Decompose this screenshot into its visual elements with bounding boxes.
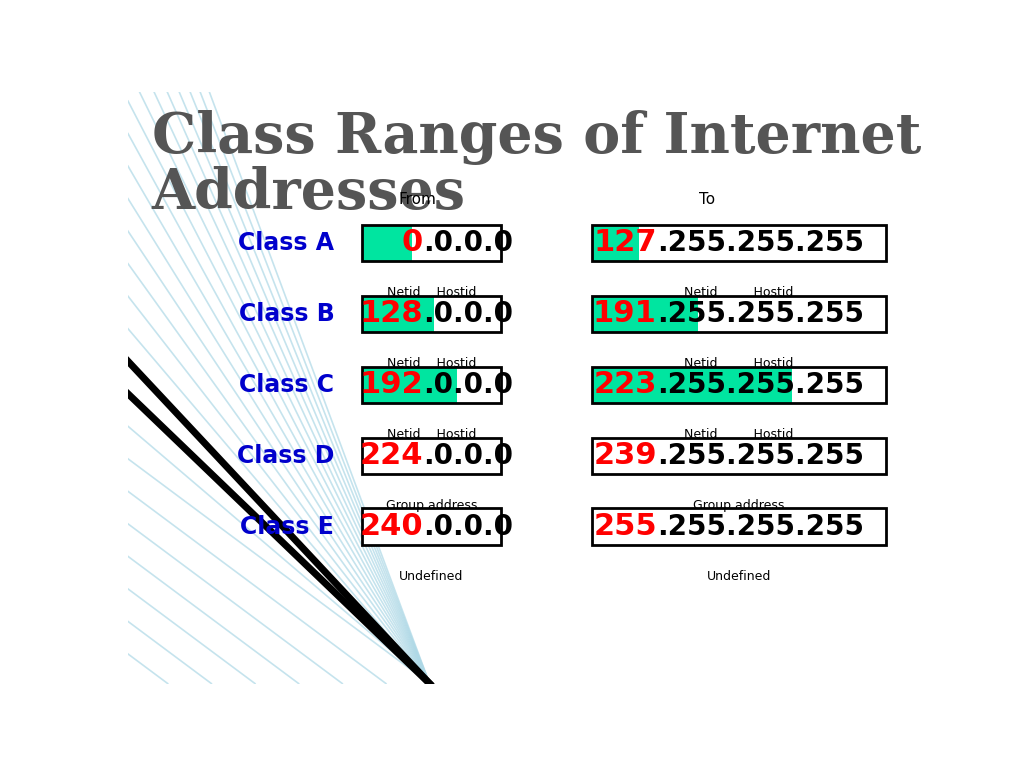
Text: Netid         Hostid: Netid Hostid xyxy=(684,357,794,370)
Text: 240: 240 xyxy=(359,512,423,541)
Text: Group address: Group address xyxy=(693,499,784,512)
Bar xyxy=(792,366,886,403)
Text: Netid    Hostid: Netid Hostid xyxy=(387,286,476,299)
Text: .255.255.255: .255.255.255 xyxy=(656,371,864,399)
Bar xyxy=(592,296,698,333)
Text: .0.0.0: .0.0.0 xyxy=(423,371,513,399)
Text: Netid         Hostid: Netid Hostid xyxy=(684,286,794,299)
Bar xyxy=(362,224,412,261)
Text: Netid    Hostid: Netid Hostid xyxy=(387,357,476,370)
Bar xyxy=(639,224,886,261)
Text: 255: 255 xyxy=(593,512,656,541)
Text: Class E: Class E xyxy=(241,515,334,539)
Text: 191: 191 xyxy=(593,300,656,329)
Text: .255.255.255: .255.255.255 xyxy=(656,300,864,328)
Text: .0.0.0: .0.0.0 xyxy=(423,300,513,328)
Text: 224: 224 xyxy=(359,442,423,470)
Bar xyxy=(592,438,886,474)
Text: .0.0.0: .0.0.0 xyxy=(423,442,513,470)
Bar xyxy=(698,296,886,333)
Text: Class D: Class D xyxy=(237,444,334,468)
Bar xyxy=(592,224,886,261)
Bar xyxy=(592,438,886,474)
Text: Netid    Hostid: Netid Hostid xyxy=(387,428,476,441)
Text: Group address: Group address xyxy=(386,499,477,512)
Text: 239: 239 xyxy=(593,442,656,470)
Text: .0.0.0: .0.0.0 xyxy=(423,513,513,541)
Bar xyxy=(362,508,501,545)
Text: Class A: Class A xyxy=(239,231,334,255)
Text: 223: 223 xyxy=(594,370,656,399)
Bar xyxy=(592,296,886,333)
Text: 128: 128 xyxy=(359,300,423,329)
Bar xyxy=(362,366,501,403)
Text: Undefined: Undefined xyxy=(707,570,771,583)
Bar xyxy=(362,508,501,545)
Bar xyxy=(362,438,501,474)
Bar xyxy=(592,224,639,261)
Text: .0.0.0: .0.0.0 xyxy=(423,229,513,257)
Bar xyxy=(362,296,501,333)
Bar xyxy=(592,508,886,545)
Bar xyxy=(592,366,886,403)
Bar xyxy=(362,296,434,333)
Text: .255.255.255: .255.255.255 xyxy=(656,513,864,541)
Bar xyxy=(434,296,501,333)
Bar xyxy=(592,366,792,403)
Text: .255.255.255: .255.255.255 xyxy=(656,442,864,470)
Text: To: To xyxy=(699,193,716,207)
Text: 0: 0 xyxy=(402,228,423,257)
Bar xyxy=(457,366,501,403)
Text: Class B: Class B xyxy=(239,302,334,326)
Text: 192: 192 xyxy=(359,370,423,399)
Text: Addresses: Addresses xyxy=(152,166,466,221)
Bar xyxy=(592,508,886,545)
Bar xyxy=(412,224,501,261)
Bar xyxy=(362,366,457,403)
Bar xyxy=(362,438,501,474)
Text: From: From xyxy=(398,193,436,207)
Text: 127: 127 xyxy=(593,228,656,257)
Bar xyxy=(362,224,501,261)
Text: Class C: Class C xyxy=(240,373,334,397)
Text: Class Ranges of Internet: Class Ranges of Internet xyxy=(152,110,922,165)
Text: .255.255.255: .255.255.255 xyxy=(656,229,864,257)
Text: Netid         Hostid: Netid Hostid xyxy=(684,428,794,441)
Text: Undefined: Undefined xyxy=(399,570,464,583)
